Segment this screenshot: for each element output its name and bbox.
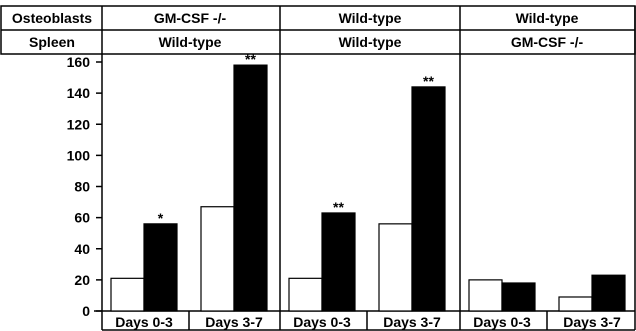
panel3-spleen-label: GM-CSF -/- (511, 34, 584, 50)
osteoblasts-row-label: Osteoblasts (12, 10, 92, 26)
bar-open (288, 277, 323, 312)
panel1-osteoblasts-label: GM-CSF -/- (154, 10, 227, 26)
significance-star: ** (333, 199, 344, 215)
bar-open (110, 277, 145, 312)
plot-frame (94, 6, 636, 331)
bar-open (378, 223, 413, 312)
panel1-spleen-label: Wild-type (159, 34, 222, 50)
bar-filled (411, 86, 446, 312)
bar-filled (591, 274, 626, 312)
x-category-label: Days 0-3 (473, 314, 531, 330)
y-tick-label: 0 (82, 303, 90, 319)
x-category-label: Days 3-7 (205, 314, 263, 330)
y-tick-label: 140 (67, 85, 91, 101)
bar-filled (233, 64, 268, 312)
significance-star: ** (245, 51, 256, 67)
panel3-osteoblasts-label: Wild-type (516, 10, 579, 26)
y-tick-label: 100 (67, 147, 91, 163)
significance-star: ** (423, 73, 434, 89)
x-category-label: Days 0-3 (115, 314, 173, 330)
y-tick-label: 160 (67, 54, 91, 70)
x-category-label: Days 3-7 (563, 314, 621, 330)
bar-filled (321, 212, 356, 312)
y-tick-label: 20 (74, 272, 90, 288)
bar-open (558, 296, 593, 312)
x-axis-labels: Days 0-3 Days 3-7 Days 0-3 Days 3-7 Days 0-3… (115, 314, 621, 330)
significance-annotations: ******* (158, 51, 435, 226)
x-category-label: Days 0-3 (293, 314, 351, 330)
y-tick-label: 80 (74, 179, 90, 195)
y-axis: 0 20 40 60 80 100 120 140 160 (67, 54, 103, 330)
bar-filled (501, 282, 536, 312)
bars (110, 64, 626, 312)
y-tick-label: 40 (74, 241, 90, 257)
header-table: Osteoblasts Spleen GM-CSF -/- Wild-type … (0, 5, 636, 55)
bar-open (200, 206, 235, 312)
bar-filled (143, 223, 178, 312)
significance-star: * (158, 210, 164, 226)
y-tick-label: 120 (67, 116, 91, 132)
panel2-osteoblasts-label: Wild-type (339, 10, 402, 26)
bar-open (468, 279, 503, 312)
y-tick-label: 60 (74, 210, 90, 226)
panel2-spleen-label: Wild-type (339, 34, 402, 50)
x-category-label: Days 3-7 (383, 314, 441, 330)
spleen-row-label: Spleen (29, 34, 75, 50)
